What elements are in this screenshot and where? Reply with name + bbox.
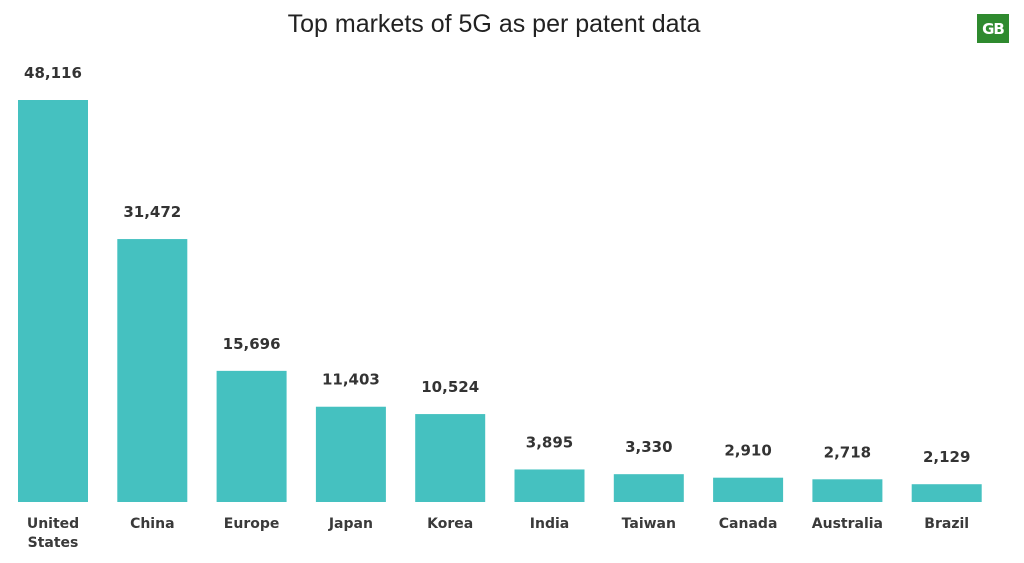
value-label: 2,718	[824, 443, 871, 461]
value-label: 3,895	[526, 433, 573, 451]
category-label: Japan	[328, 516, 373, 532]
value-label: 10,524	[421, 378, 479, 396]
value-label: 31,472	[123, 203, 181, 221]
category-label: Taiwan	[622, 516, 676, 532]
bar-canada	[713, 477, 784, 502]
gb-logo: GB	[977, 14, 1009, 43]
bar-australia	[812, 479, 883, 502]
bar-europe	[216, 370, 287, 502]
category-label: Canada	[719, 516, 778, 532]
category-label: Australia	[812, 516, 883, 532]
value-label: 11,403	[322, 371, 380, 389]
bar-china	[117, 239, 188, 503]
bar-korea	[415, 414, 486, 502]
value-label: 3,330	[625, 438, 672, 456]
bar-japan	[315, 406, 386, 502]
bar-brazil	[911, 484, 982, 502]
chart-title: Top markets of 5G as per patent data	[287, 10, 701, 38]
bar-united-states	[18, 100, 88, 502]
bar-india	[514, 469, 585, 502]
category-label: Brazil	[924, 516, 969, 532]
category-label: China	[130, 516, 174, 532]
value-label: 2,129	[923, 448, 970, 466]
category-label: United States	[27, 516, 79, 551]
value-label: 2,910	[724, 442, 771, 460]
bar-taiwan	[613, 474, 684, 502]
logo-text: GB	[982, 19, 1005, 38]
category-label: India	[530, 516, 569, 532]
value-label: 48,116	[24, 64, 82, 82]
category-label: Europe	[224, 516, 280, 532]
category-label: Korea	[427, 516, 473, 532]
value-label: 15,696	[223, 335, 281, 353]
